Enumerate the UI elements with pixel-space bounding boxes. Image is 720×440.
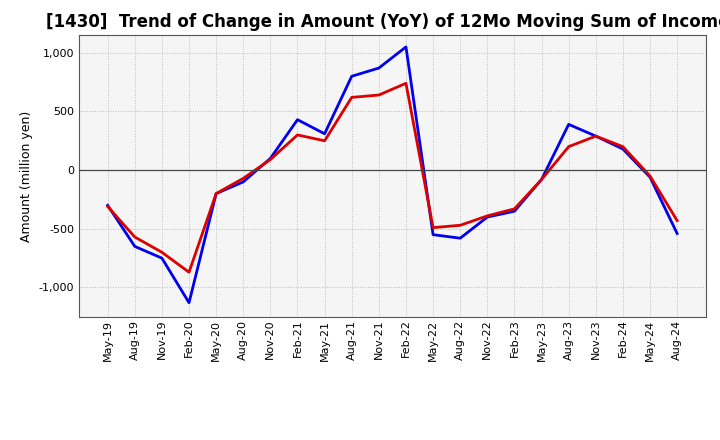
Net Income <box>591 133 600 139</box>
Ordinary Income <box>456 235 464 241</box>
Net Income <box>293 132 302 138</box>
Net Income <box>320 138 329 143</box>
Net Income <box>510 206 518 212</box>
Net Income <box>483 213 492 219</box>
Ordinary Income <box>320 131 329 136</box>
Title: [1430]  Trend of Change in Amount (YoY) of 12Mo Moving Sum of Incomes: [1430] Trend of Change in Amount (YoY) o… <box>45 13 720 31</box>
Net Income <box>104 204 112 209</box>
Line: Net Income: Net Income <box>108 83 677 272</box>
Ordinary Income <box>428 232 437 237</box>
Net Income <box>672 218 681 223</box>
Ordinary Income <box>618 147 627 152</box>
Line: Ordinary Income: Ordinary Income <box>108 47 677 303</box>
Ordinary Income <box>374 66 383 71</box>
Net Income <box>158 249 166 255</box>
Net Income <box>564 144 573 149</box>
Ordinary Income <box>266 156 275 161</box>
Ordinary Income <box>646 175 654 180</box>
Net Income <box>212 191 220 196</box>
Ordinary Income <box>483 214 492 220</box>
Net Income <box>428 225 437 230</box>
Ordinary Income <box>672 231 681 236</box>
Ordinary Income <box>348 73 356 79</box>
Net Income <box>130 235 139 240</box>
Y-axis label: Amount (million yen): Amount (million yen) <box>20 110 33 242</box>
Ordinary Income <box>537 177 546 182</box>
Ordinary Income <box>564 122 573 127</box>
Ordinary Income <box>591 133 600 139</box>
Net Income <box>348 95 356 100</box>
Net Income <box>374 92 383 98</box>
Ordinary Income <box>104 203 112 208</box>
Ordinary Income <box>185 300 194 305</box>
Ordinary Income <box>212 191 220 196</box>
Net Income <box>618 144 627 149</box>
Ordinary Income <box>402 44 410 50</box>
Ordinary Income <box>130 244 139 249</box>
Net Income <box>537 177 546 182</box>
Ordinary Income <box>293 117 302 122</box>
Net Income <box>185 270 194 275</box>
Net Income <box>239 176 248 181</box>
Net Income <box>266 157 275 162</box>
Net Income <box>456 223 464 228</box>
Net Income <box>646 173 654 179</box>
Ordinary Income <box>158 256 166 261</box>
Ordinary Income <box>510 209 518 214</box>
Ordinary Income <box>239 179 248 184</box>
Net Income <box>402 81 410 86</box>
